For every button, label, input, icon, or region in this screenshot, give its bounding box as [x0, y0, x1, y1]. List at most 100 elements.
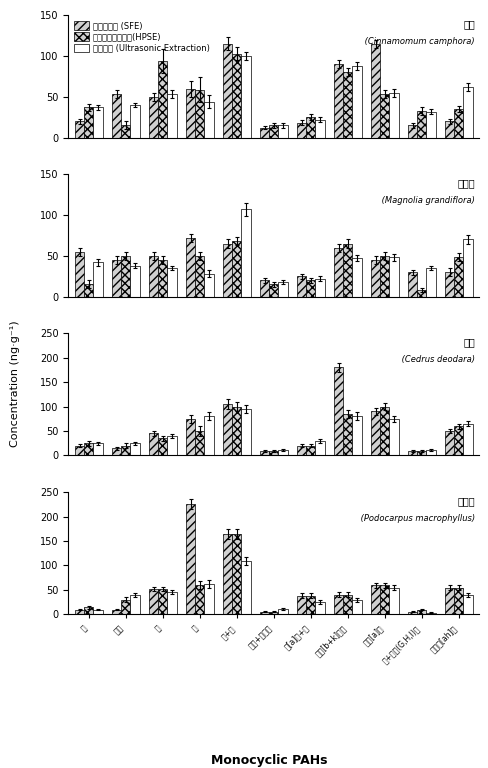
Bar: [444, 121, 453, 137]
Bar: [305, 445, 315, 455]
Text: (Cedrus deodara): (Cedrus deodara): [398, 356, 474, 364]
Bar: [380, 256, 388, 296]
Bar: [278, 125, 287, 137]
Bar: [380, 94, 388, 137]
Bar: [315, 279, 324, 296]
Bar: [167, 436, 176, 455]
Bar: [269, 451, 278, 455]
Bar: [343, 414, 352, 455]
Legend: 超临界萸取 (SFE), 快速高效溶剂萸取(HPSE), 超声萸取 (Ultrasonic Extraction): 超临界萸取 (SFE), 快速高效溶剂萸取(HPSE), 超声萸取 (Ultra…: [73, 19, 211, 55]
Bar: [204, 584, 213, 614]
Bar: [158, 260, 167, 296]
Bar: [149, 433, 158, 455]
Bar: [333, 595, 343, 614]
Bar: [112, 260, 121, 296]
Bar: [416, 610, 426, 614]
Bar: [75, 610, 84, 614]
Bar: [130, 105, 140, 137]
Bar: [370, 260, 380, 296]
Bar: [223, 243, 232, 296]
Bar: [463, 595, 472, 614]
Bar: [84, 108, 93, 137]
Bar: [407, 272, 416, 296]
Bar: [130, 266, 140, 296]
Text: 罗汉松: 罗汉松: [457, 496, 474, 506]
Bar: [260, 127, 269, 137]
Bar: [352, 66, 361, 137]
Bar: [416, 111, 426, 137]
Bar: [453, 109, 463, 137]
Bar: [112, 610, 121, 614]
Bar: [315, 602, 324, 614]
Bar: [269, 612, 278, 614]
Bar: [232, 534, 241, 614]
Bar: [121, 125, 130, 137]
Bar: [93, 610, 102, 614]
Bar: [232, 54, 241, 137]
Bar: [75, 121, 84, 137]
Bar: [305, 596, 315, 614]
Bar: [84, 607, 93, 614]
Bar: [75, 445, 84, 455]
Bar: [185, 238, 195, 296]
Bar: [426, 613, 435, 614]
Bar: [223, 44, 232, 137]
Bar: [463, 240, 472, 296]
Bar: [315, 441, 324, 455]
Bar: [93, 443, 102, 455]
Bar: [241, 210, 250, 296]
Bar: [444, 431, 453, 455]
Bar: [463, 87, 472, 137]
Bar: [343, 72, 352, 137]
Text: (Podocarpus macrophyllus): (Podocarpus macrophyllus): [357, 514, 474, 523]
Bar: [444, 272, 453, 296]
Bar: [333, 65, 343, 137]
Bar: [305, 280, 315, 296]
Bar: [426, 268, 435, 296]
Bar: [158, 589, 167, 614]
Bar: [407, 612, 416, 614]
Bar: [84, 443, 93, 455]
Bar: [232, 406, 241, 455]
Bar: [260, 612, 269, 614]
Bar: [416, 451, 426, 455]
Bar: [296, 123, 305, 137]
Bar: [241, 409, 250, 455]
Bar: [93, 263, 102, 296]
Bar: [343, 595, 352, 614]
Bar: [75, 252, 84, 296]
Bar: [167, 592, 176, 614]
Bar: [93, 108, 102, 137]
Text: 樟树: 樟树: [463, 19, 474, 29]
Bar: [343, 243, 352, 296]
Bar: [185, 505, 195, 614]
Bar: [388, 419, 398, 455]
Bar: [112, 94, 121, 137]
Bar: [352, 258, 361, 296]
Text: Monocyclic PAHs: Monocyclic PAHs: [210, 754, 326, 767]
Bar: [204, 101, 213, 137]
Text: Concentration (ng·g⁻¹): Concentration (ng·g⁻¹): [10, 321, 20, 447]
Bar: [223, 534, 232, 614]
Bar: [305, 118, 315, 137]
Bar: [223, 404, 232, 455]
Bar: [121, 600, 130, 614]
Bar: [149, 589, 158, 614]
Bar: [388, 588, 398, 614]
Bar: [269, 125, 278, 137]
Bar: [158, 61, 167, 137]
Bar: [167, 94, 176, 137]
Bar: [370, 44, 380, 137]
Bar: [158, 439, 167, 455]
Bar: [296, 596, 305, 614]
Bar: [204, 273, 213, 296]
Bar: [453, 257, 463, 296]
Bar: [185, 419, 195, 455]
Bar: [204, 416, 213, 455]
Bar: [407, 451, 416, 455]
Bar: [260, 451, 269, 455]
Bar: [388, 93, 398, 137]
Bar: [195, 256, 204, 296]
Bar: [352, 416, 361, 455]
Bar: [315, 120, 324, 137]
